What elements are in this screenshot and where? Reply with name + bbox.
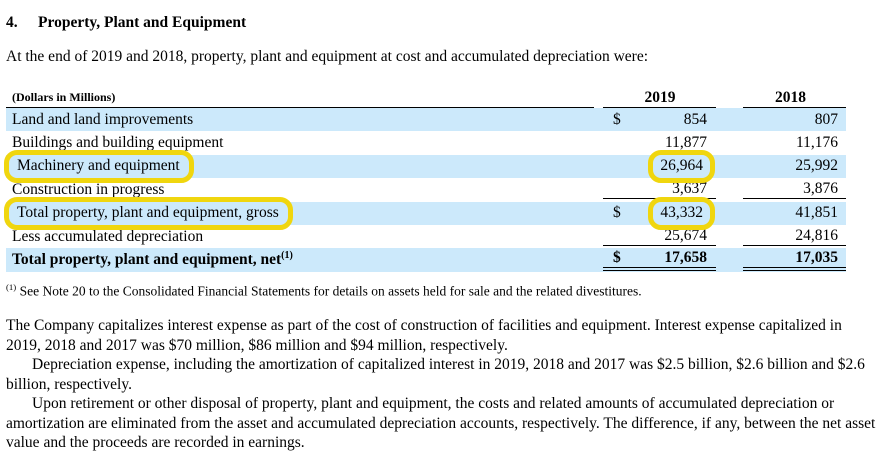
table-row: Machinery and equipment 26,964 25,992 bbox=[4, 149, 846, 184]
value-2018: 24,816 bbox=[743, 227, 846, 247]
value-2019: 43,332 bbox=[660, 203, 703, 221]
paragraph-depreciation-expense: Depreciation expense, including the amor… bbox=[6, 356, 865, 393]
value-2019-cell: $43,332 bbox=[603, 196, 716, 230]
value-2019-cell: $854 bbox=[603, 111, 716, 129]
highlight-annotation: 26,964 bbox=[648, 149, 715, 183]
table-row: Less accumulated depreciation 25,674 24,… bbox=[6, 225, 846, 248]
value-2019: 26,964 bbox=[660, 156, 703, 174]
section-title: Property, Plant and Equipment bbox=[38, 14, 247, 31]
section-heading: 4. Property, Plant and Equipment bbox=[6, 14, 878, 32]
value-2019: 11,877 bbox=[664, 134, 707, 152]
footnote-marker: (1) bbox=[281, 250, 293, 262]
table-row: Construction in progress 3,637 3,876 bbox=[6, 178, 846, 201]
section-number: 4. bbox=[6, 14, 18, 31]
ppe-table: (Dollars in Millions) 2019 2018 Land and… bbox=[4, 86, 846, 272]
value-2019-cell: $17,658 bbox=[603, 249, 716, 272]
row-label: Machinery and equipment bbox=[4, 150, 594, 184]
row-label: Total property, plant and equipment, net… bbox=[12, 250, 293, 269]
table-row: Land and land improvements $854 807 bbox=[6, 108, 846, 132]
column-header-2019: 2019 bbox=[603, 89, 716, 108]
units-label: (Dollars in Millions) bbox=[6, 90, 594, 108]
footnote-marker: (1) bbox=[6, 281, 17, 292]
row-label: Less accumulated depreciation bbox=[12, 227, 204, 245]
value-2019: 3,637 bbox=[672, 180, 707, 198]
currency-symbol: $ bbox=[613, 110, 621, 128]
table-header-row: (Dollars in Millions) 2019 2018 bbox=[6, 86, 846, 108]
highlight-annotation: Machinery and equipment bbox=[4, 150, 194, 184]
value-2018: 41,851 bbox=[795, 204, 838, 222]
paragraph-interest-expense: The Company capitalizes interest expense… bbox=[6, 317, 842, 354]
body-text: The Company capitalizes interest expense… bbox=[6, 316, 878, 453]
value-2018: 17,035 bbox=[743, 249, 846, 272]
value-2018: 3,876 bbox=[743, 180, 846, 200]
highlight-annotation: Total property, plant and equipment, gro… bbox=[4, 197, 293, 231]
value-2019: 17,658 bbox=[664, 249, 707, 267]
paragraph-retirement-disposal: Upon retirement or other disposal of pro… bbox=[6, 395, 876, 452]
value-2019-cell: 25,674 bbox=[603, 227, 716, 247]
table-row-total: Total property, plant and equipment, net… bbox=[6, 248, 846, 272]
value-2019-cell: 11,877 bbox=[603, 134, 716, 152]
table-row: Buildings and building equipment 11,877 … bbox=[6, 131, 846, 154]
intro-paragraph: At the end of 2019 and 2018, property, p… bbox=[6, 48, 649, 65]
row-label: Buildings and building equipment bbox=[12, 134, 224, 152]
value-2019: 25,674 bbox=[664, 227, 707, 245]
value-2018: 11,176 bbox=[795, 134, 838, 152]
table-footnote: (1) See Note 20 to the Consolidated Fina… bbox=[6, 281, 642, 299]
value-2018: 807 bbox=[814, 110, 838, 128]
currency-symbol: $ bbox=[613, 204, 621, 222]
row-label: Construction in progress bbox=[12, 180, 165, 198]
highlight-annotation: 43,332 bbox=[648, 196, 715, 230]
value-2019: 854 bbox=[683, 110, 707, 128]
value-2019-cell: 26,964 bbox=[603, 149, 716, 183]
row-label: Land and land improvements bbox=[12, 110, 194, 128]
row-label: Total property, plant and equipment, gro… bbox=[4, 197, 594, 231]
column-header-2018: 2018 bbox=[743, 89, 846, 108]
value-2018: 25,992 bbox=[795, 157, 838, 175]
table-row: Total property, plant and equipment, gro… bbox=[4, 196, 846, 231]
currency-symbol: $ bbox=[613, 249, 621, 267]
